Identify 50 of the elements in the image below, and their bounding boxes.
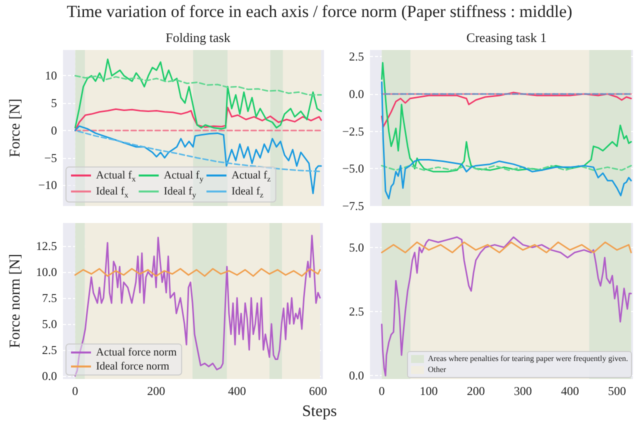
y-tick-label: 10.0: [36, 264, 57, 279]
line-series: [74, 125, 322, 194]
x-tick-label: 400: [560, 384, 579, 398]
x-tick-label: 200: [147, 384, 166, 398]
y-tick-label: 5: [51, 96, 57, 110]
x-tick-label: 400: [228, 384, 246, 398]
y-tick-label: 5.0: [42, 316, 57, 331]
line-series: [74, 234, 321, 377]
x-tick-label: 600: [309, 384, 328, 398]
x-tick-label: 100: [420, 384, 438, 398]
line-series: [74, 268, 321, 277]
x-tick-label: 0: [72, 384, 78, 398]
band-label: Other: [428, 365, 446, 375]
y-axis-title: Force [N]: [8, 98, 24, 158]
y-tick-label: 0.0: [349, 87, 364, 102]
line-series: [381, 236, 632, 376]
y-tick-label: 0.0: [42, 368, 57, 383]
line-series: [74, 74, 322, 96]
y-tick-label: 0: [51, 123, 57, 138]
line-series: [74, 106, 322, 132]
x-tick-label: 500: [608, 384, 626, 398]
line-series: [74, 58, 322, 130]
line-series: [381, 241, 632, 254]
y-tick-label: 2.5: [349, 304, 364, 319]
text: Time variation of force in each axis / force norm (Paper stiffness : middle): [66, 2, 574, 22]
y-tick-label: 0.0: [349, 368, 364, 383]
y-tick-label: −5: [44, 150, 57, 165]
y-tick-label: −10: [38, 178, 57, 192]
x-tick-label: 300: [514, 384, 532, 398]
y-tick-label: −2.5: [342, 124, 364, 138]
y-tick-label: 2.5: [349, 50, 364, 64]
y-tick-label: 5.0: [349, 240, 364, 254]
band-label: Areas where penalties for tearing paper were frequently given.: [428, 354, 628, 364]
y-tick-label: 2.5: [42, 342, 57, 357]
y-tick-label: 7.5: [42, 290, 57, 305]
chart-title: Folding task: [166, 30, 231, 45]
line-series: [381, 62, 632, 172]
legend-label: Actual force norm: [96, 346, 178, 358]
y-tick-label: 10: [45, 68, 57, 83]
x-axis-title: Steps: [301, 403, 338, 421]
chart-title: Creasing task 1: [466, 30, 547, 45]
y-tick-label: 12.5: [36, 238, 57, 253]
line-series: [381, 81, 632, 200]
y-axis-title: Force norm [N]: [8, 254, 24, 348]
x-tick-label: 200: [466, 384, 485, 398]
line-series: [381, 92, 632, 128]
legend-label: Ideal force norm: [96, 360, 170, 372]
y-tick-label: −7.5: [342, 199, 364, 213]
y-tick-label: −5.0: [342, 162, 364, 176]
x-tick-label: 0: [378, 384, 385, 398]
